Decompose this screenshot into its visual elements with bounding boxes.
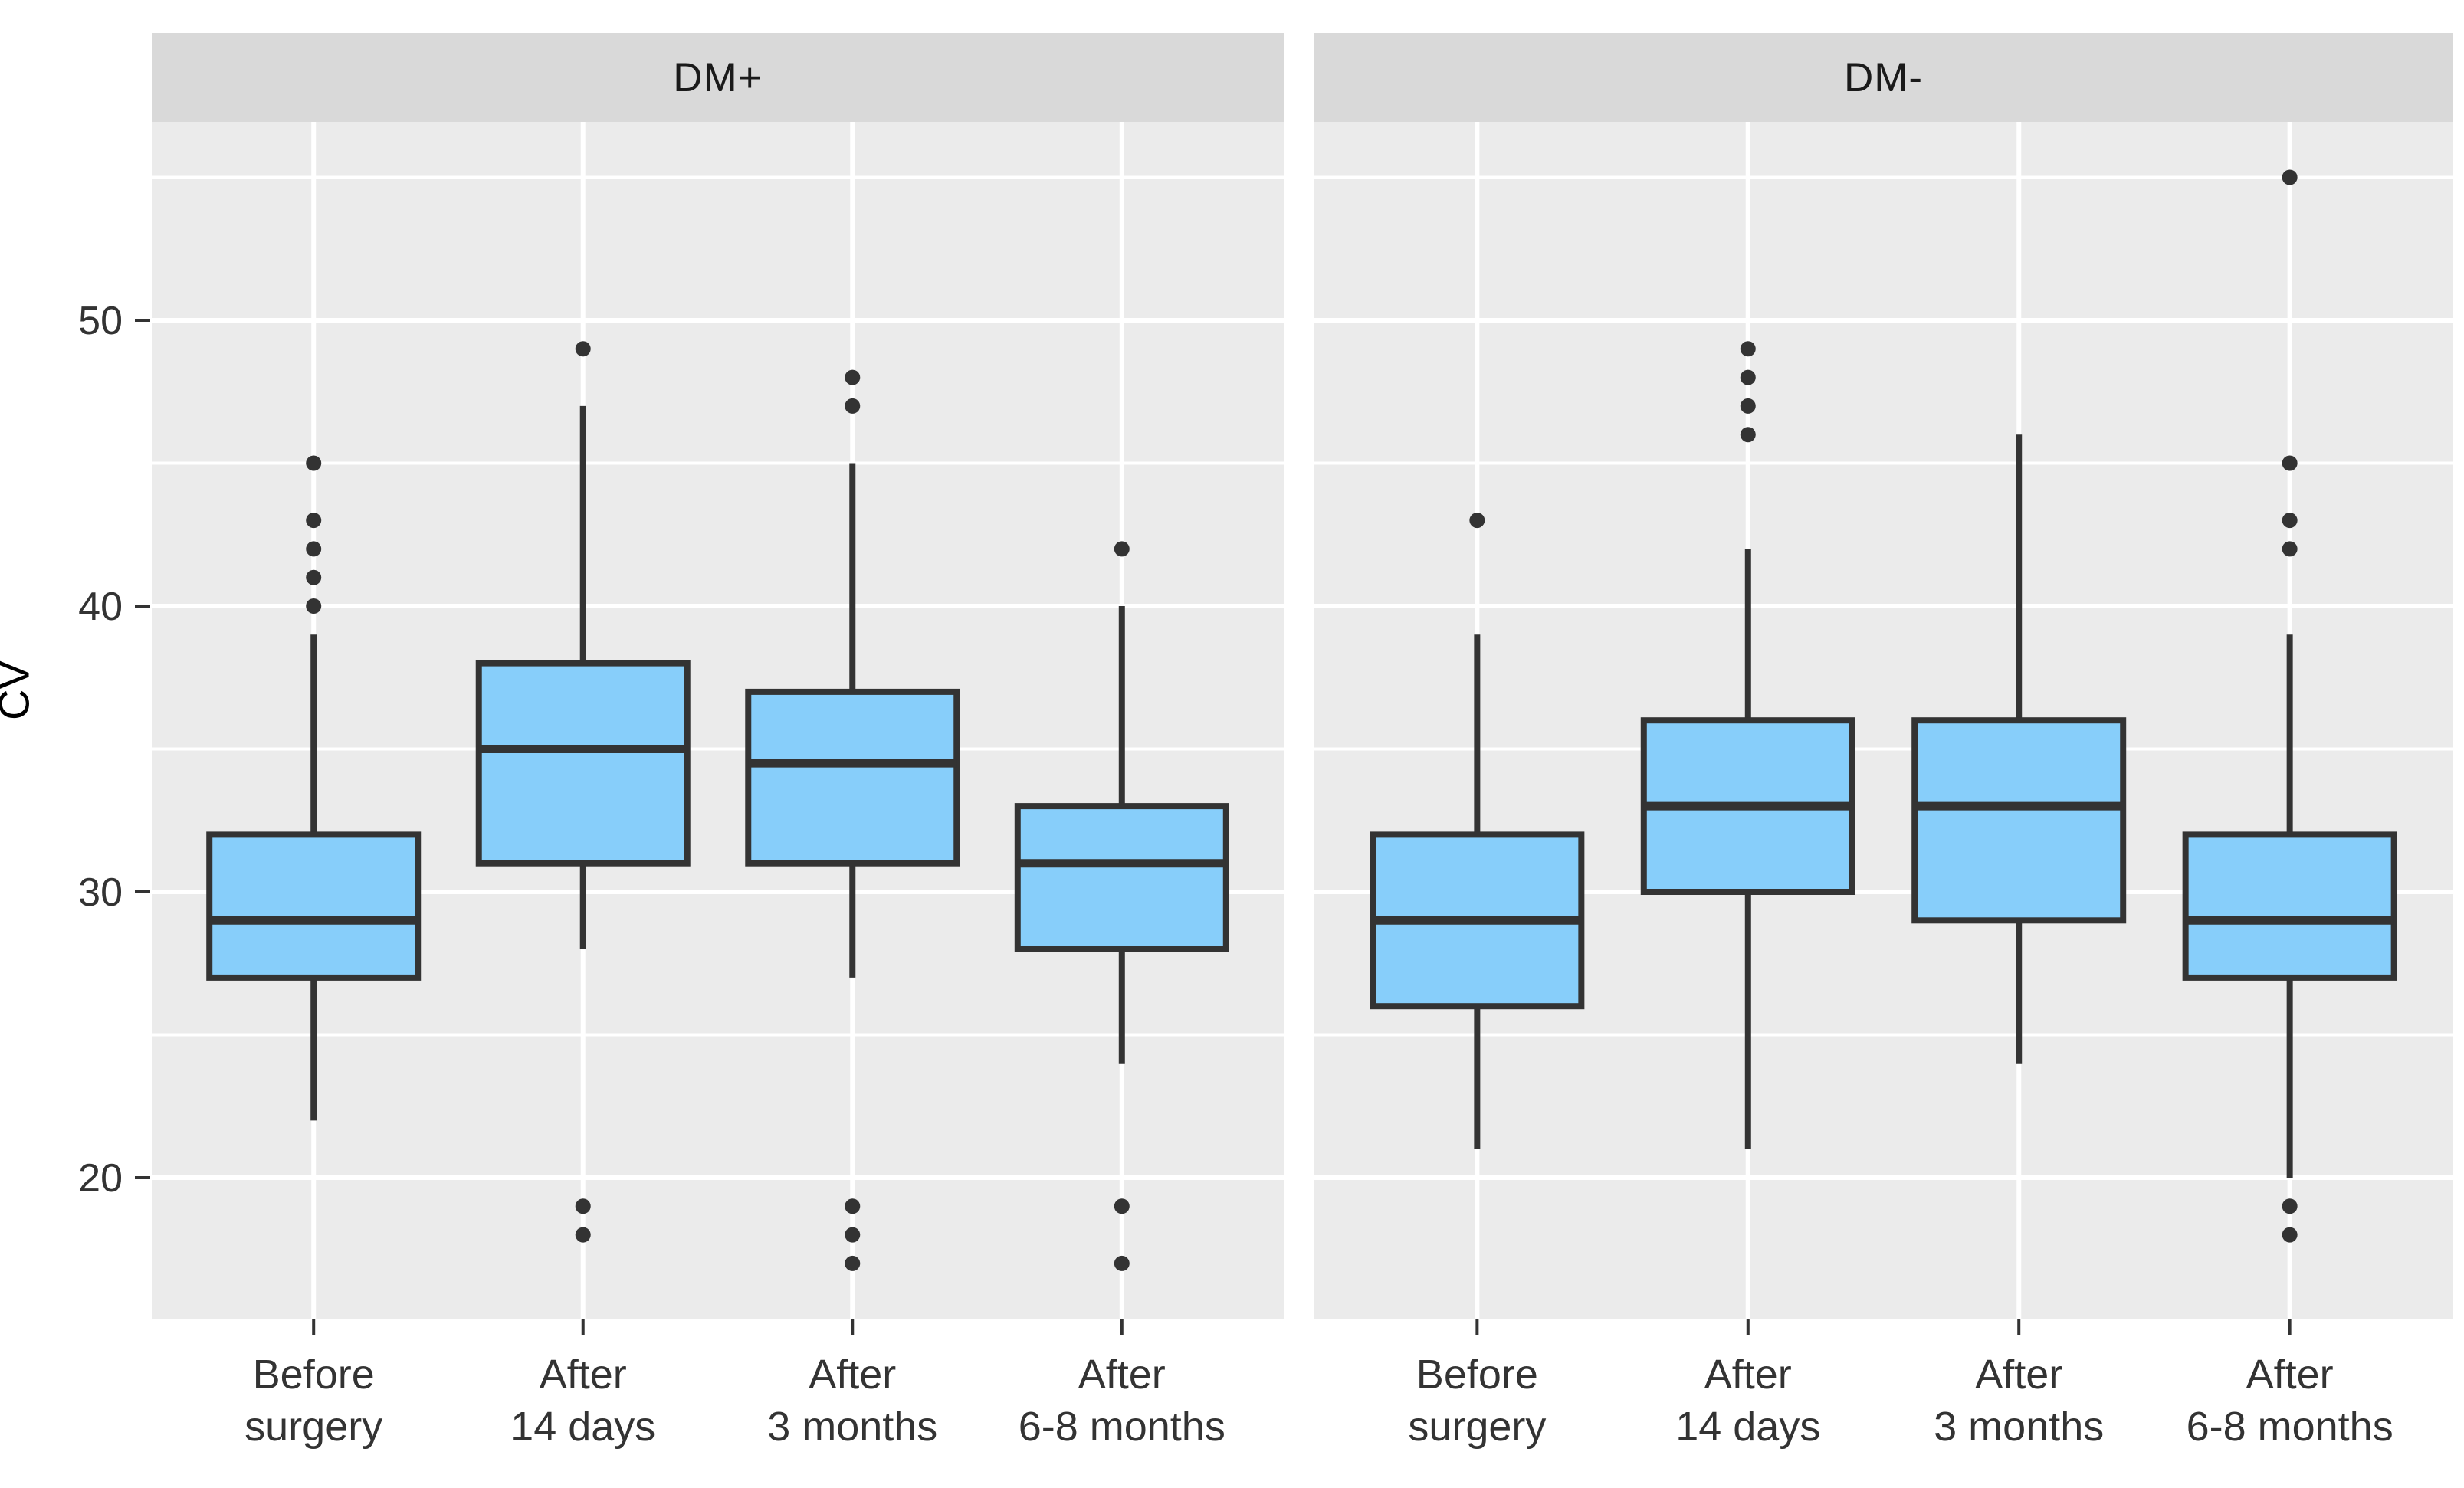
y-tick-label: 40 bbox=[78, 585, 123, 629]
outlier-point bbox=[575, 1227, 591, 1243]
outlier-point bbox=[1469, 513, 1485, 529]
box-iqr bbox=[2182, 831, 2397, 981]
facet-strip-dm-plus: DM+ bbox=[152, 33, 1284, 122]
x-tick-label-line1: After bbox=[1078, 1352, 1166, 1398]
x-tick-label-line2: 14 days bbox=[510, 1404, 655, 1450]
outlier-point bbox=[306, 569, 322, 585]
facet-strip-dm-minus: DM- bbox=[1314, 33, 2453, 122]
outlier-point bbox=[845, 1227, 861, 1243]
y-tick-label: 30 bbox=[78, 870, 123, 915]
x-tick-label-line2: 14 days bbox=[1675, 1404, 1820, 1450]
x-tick-label-line1: After bbox=[809, 1352, 896, 1398]
outlier-point bbox=[1740, 369, 1756, 385]
outlier-point bbox=[575, 1198, 591, 1214]
outlier-point bbox=[306, 598, 322, 614]
outlier-point bbox=[2282, 513, 2298, 529]
outlier-point bbox=[845, 1198, 861, 1214]
outlier-point bbox=[1114, 541, 1130, 557]
outlier-point bbox=[1114, 1198, 1130, 1214]
box-iqr bbox=[1014, 803, 1229, 952]
outlier-point bbox=[2282, 1198, 2298, 1214]
panel-background bbox=[1314, 122, 2453, 1319]
outlier-point bbox=[2282, 455, 2298, 471]
facet-strip-label: DM- bbox=[1843, 54, 1924, 100]
box-iqr bbox=[206, 831, 422, 981]
outlier-point bbox=[2282, 169, 2298, 185]
x-tick-label-line2: 6-8 months bbox=[2187, 1404, 2393, 1450]
x-tick-label-line1: After bbox=[540, 1352, 627, 1398]
outlier-point bbox=[306, 513, 322, 529]
outlier-point bbox=[845, 398, 861, 414]
x-tick-label-line2: 3 months bbox=[1934, 1404, 2104, 1450]
y-tick-label: 50 bbox=[78, 299, 123, 343]
x-tick-label-line1: After bbox=[1704, 1352, 1792, 1398]
x-tick-label-line2: surgery bbox=[1408, 1404, 1546, 1450]
x-tick-label-line2: surgery bbox=[244, 1404, 382, 1450]
box-iqr bbox=[475, 660, 691, 867]
x-tick-label-line1: Before bbox=[253, 1352, 375, 1398]
outlier-point bbox=[1740, 341, 1756, 357]
outlier-point bbox=[2282, 1227, 2298, 1243]
outlier-point bbox=[1740, 398, 1756, 414]
y-tick-label: 20 bbox=[78, 1156, 123, 1201]
outlier-point bbox=[575, 341, 591, 357]
box-iqr bbox=[745, 688, 960, 867]
outlier-point bbox=[1740, 427, 1756, 443]
box-iqr bbox=[1911, 717, 2127, 924]
x-tick-label-line2: 6-8 months bbox=[1019, 1404, 1225, 1450]
outlier-point bbox=[306, 541, 322, 557]
outlier-point bbox=[306, 455, 322, 471]
x-tick-label-line1: Before bbox=[1416, 1352, 1538, 1398]
x-tick-label-line2: 3 months bbox=[767, 1404, 937, 1450]
outlier-point bbox=[1114, 1255, 1130, 1271]
facet-strip-label: DM+ bbox=[673, 54, 763, 100]
x-tick-label-line1: After bbox=[1975, 1352, 2062, 1398]
panel-background bbox=[152, 122, 1284, 1319]
outlier-point bbox=[845, 369, 861, 385]
outlier-point bbox=[2282, 541, 2298, 557]
x-tick-label-line1: After bbox=[2246, 1352, 2334, 1398]
outlier-point bbox=[845, 1255, 861, 1271]
